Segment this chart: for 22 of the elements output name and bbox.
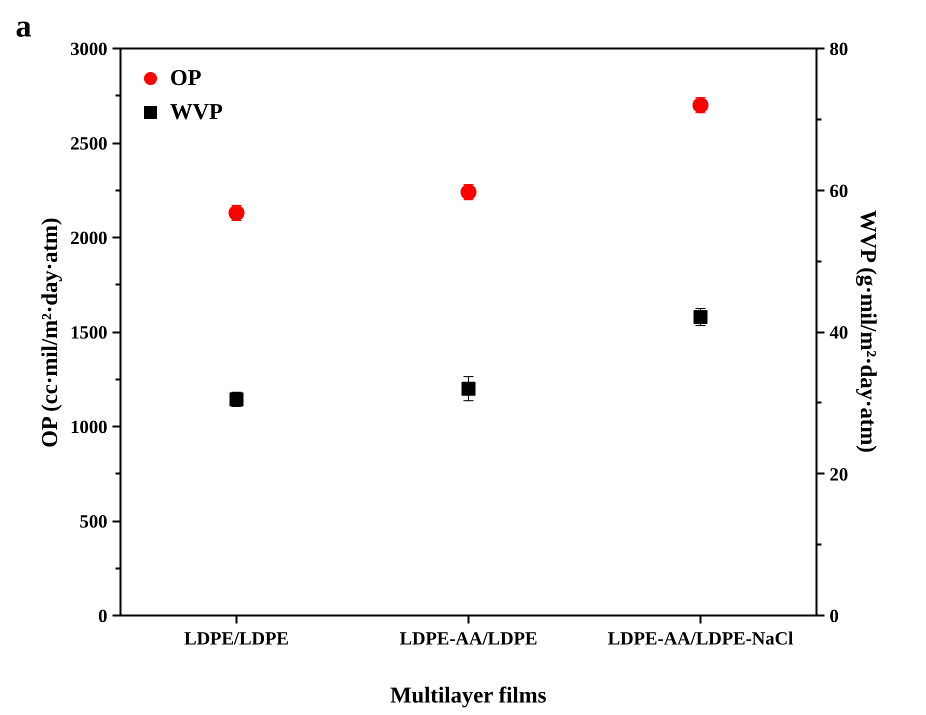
y2-tick-label: 60 [830, 180, 848, 202]
y-tick-label: 3000 [70, 39, 108, 60]
x-tick-label: LDPE-AA/LDPE [400, 628, 538, 650]
y-tick-label: 2000 [70, 228, 108, 249]
y-tick-label: 0 [98, 606, 108, 627]
x-axis-title: Multilayer films [390, 682, 547, 708]
y2-tick-label: 20 [830, 464, 848, 486]
y-axis-title: OP (cc·mil/m²·day·atm) [37, 218, 62, 448]
y-tick-label: 1500 [70, 322, 108, 344]
y-tick-label: 500 [80, 512, 108, 532]
legend-label: OP [170, 65, 202, 91]
y2-tick-label: 0 [830, 606, 839, 627]
legend-label: WVP [170, 99, 223, 125]
point [462, 382, 476, 396]
y2-tick-label: 40 [830, 322, 848, 344]
x-tick-label: LDPE/LDPE [184, 628, 289, 650]
y-tick-label: 2500 [70, 134, 108, 154]
y-tick-label: 1000 [70, 417, 108, 438]
y2-tick-label: 80 [830, 39, 848, 60]
text: a [16, 8, 32, 44]
y2-axis-title: WVP (g·mil/m²·day·atm) [856, 210, 882, 453]
x-tick-label: LDPE-AA/LDPE-NaCl [608, 628, 794, 650]
